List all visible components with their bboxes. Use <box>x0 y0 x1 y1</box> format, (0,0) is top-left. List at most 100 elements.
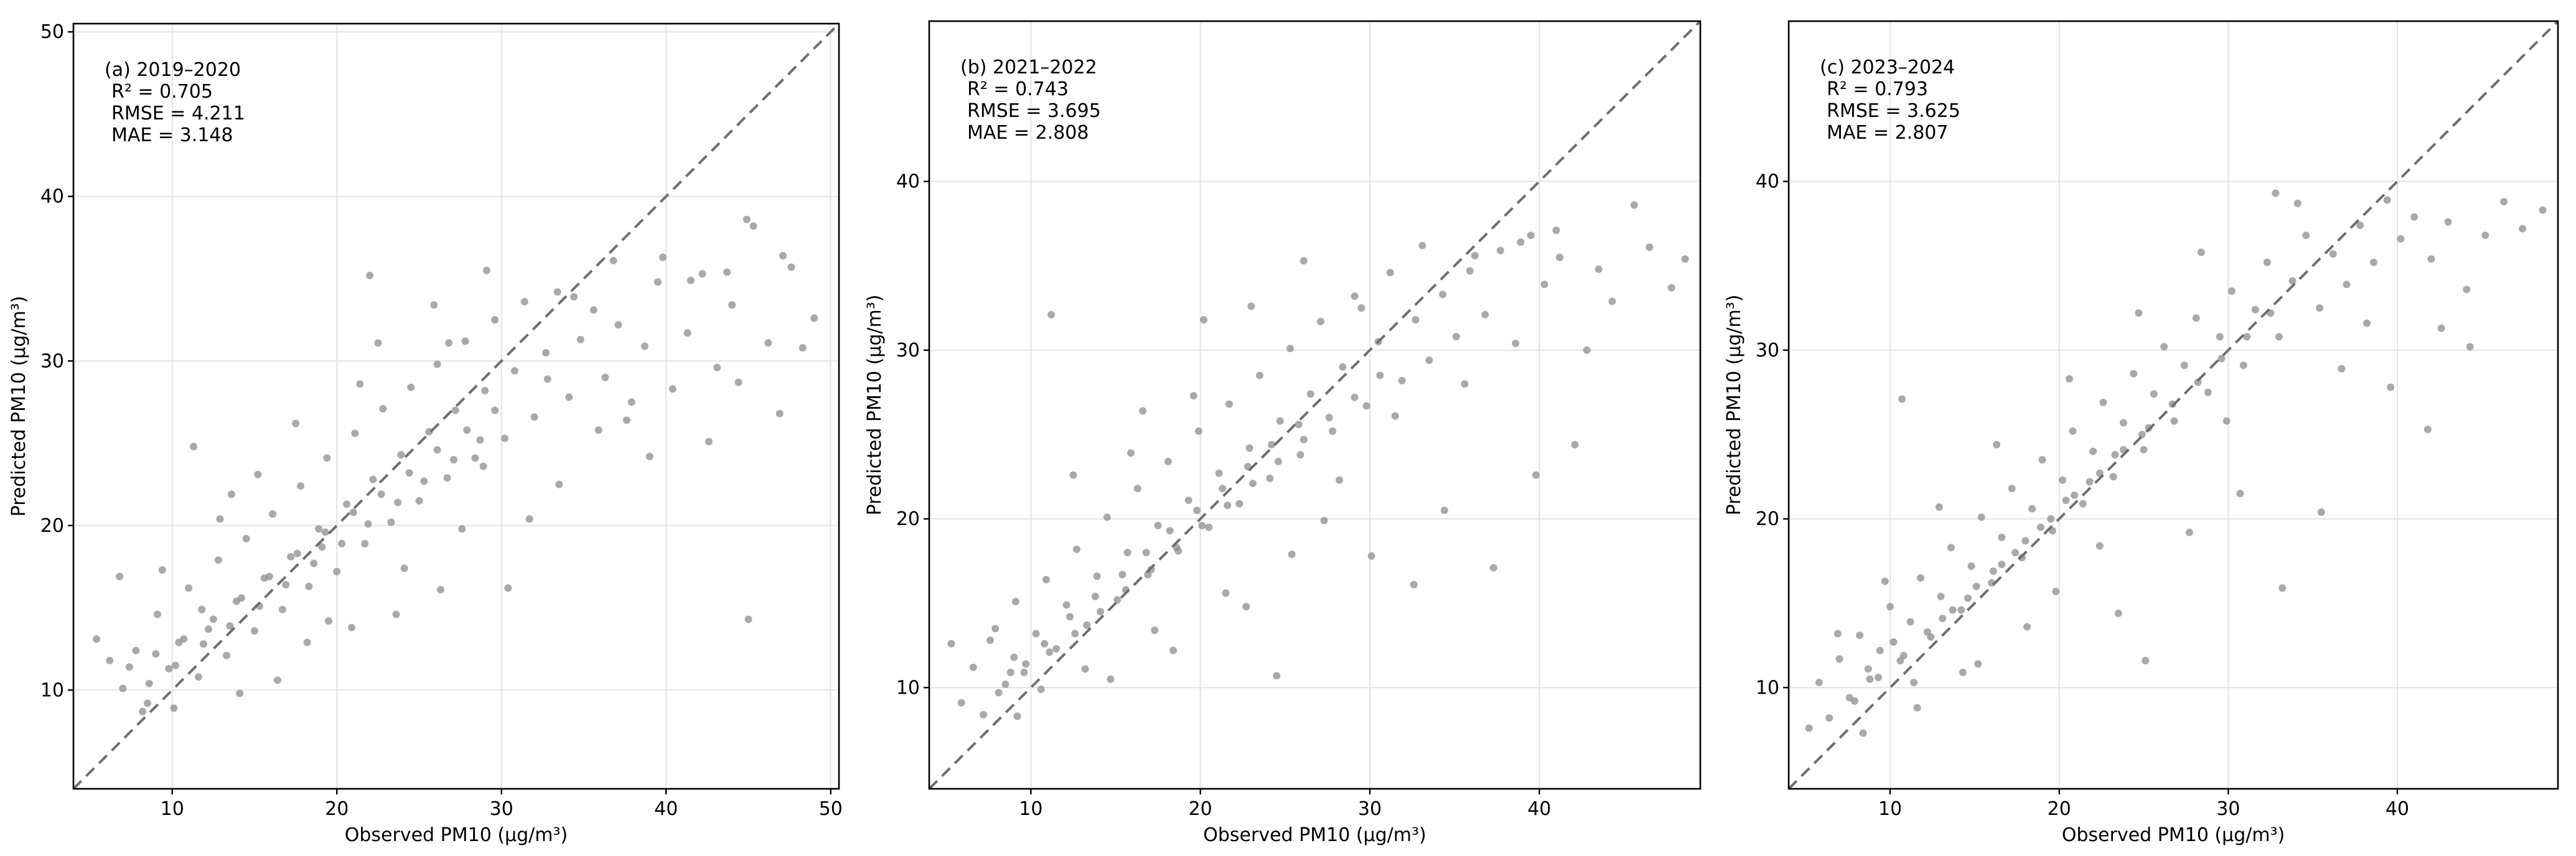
data-point <box>542 349 550 356</box>
data-point <box>237 594 245 602</box>
data-point <box>265 572 273 580</box>
data-point <box>397 451 405 458</box>
data-point <box>198 605 206 613</box>
data-point <box>2356 221 2364 230</box>
data-point <box>1339 363 1347 371</box>
y-tick-label: 10 <box>40 679 64 701</box>
data-point <box>463 426 471 434</box>
data-point <box>947 640 955 648</box>
scatter-points <box>947 201 1689 720</box>
data-point <box>723 268 731 276</box>
panel-b: 10 20 30 40 10 20 30 40 Observed PM10 (μg/m³) Pre… <box>864 20 1702 846</box>
y-tick-label: 40 <box>40 186 64 208</box>
data-point <box>2410 213 2419 221</box>
data-point <box>742 215 751 223</box>
data-point <box>1273 672 1281 680</box>
data-point <box>310 559 318 567</box>
data-point <box>1139 407 1147 415</box>
data-point <box>2086 478 2094 486</box>
data-point <box>1998 561 2006 569</box>
data-point <box>1041 640 1049 648</box>
data-point <box>2197 248 2205 256</box>
data-point <box>366 271 374 279</box>
data-point <box>2111 451 2119 458</box>
stats-annotation-line: R² = 0.705 <box>111 81 213 103</box>
data-point <box>125 663 133 671</box>
data-point <box>1398 376 1406 384</box>
data-point <box>1957 606 1965 614</box>
data-point <box>779 252 787 259</box>
y-tick-label: 10 <box>1756 677 1779 699</box>
data-point <box>195 673 202 681</box>
data-point <box>1091 592 1099 600</box>
data-point <box>1296 451 1304 458</box>
data-point <box>1376 371 1384 379</box>
x-tick-label: 10 <box>161 798 184 820</box>
x-tick-label: 40 <box>654 798 678 820</box>
data-point <box>1195 427 1202 435</box>
data-point <box>1939 615 1947 623</box>
data-point <box>1107 675 1115 683</box>
stats-annotation-line: MAE = 3.148 <box>111 124 233 146</box>
x-tick-label: 20 <box>2048 798 2071 820</box>
data-point <box>1127 449 1135 457</box>
data-point <box>2444 218 2452 226</box>
data-point <box>369 475 377 483</box>
y-tick-label: 20 <box>1756 508 1779 530</box>
stats-annotation-line: RMSE = 3.695 <box>967 100 1101 122</box>
stats-annotation-line: MAE = 2.808 <box>967 122 1089 144</box>
data-point <box>799 344 807 352</box>
data-point <box>1010 653 1018 661</box>
data-point <box>214 556 222 564</box>
data-point <box>476 436 484 444</box>
data-point <box>2251 305 2259 314</box>
data-point <box>106 656 114 664</box>
data-point <box>1937 592 1945 600</box>
data-point <box>1276 417 1284 425</box>
panel-a: 10 20 30 40 50 10 20 30 40 50 Observed PM10 (μg/m³… <box>8 21 843 846</box>
stats-annotation-line: (b) 2021–2022 <box>960 57 1097 78</box>
data-point <box>530 413 538 421</box>
data-point <box>1268 440 1276 449</box>
data-point <box>1367 552 1375 560</box>
data-point <box>2239 361 2247 370</box>
data-point <box>1876 646 1884 654</box>
data-point <box>2222 417 2231 425</box>
data-point <box>1875 674 1882 681</box>
data-point <box>1169 646 1178 654</box>
data-point <box>2109 473 2117 481</box>
data-point <box>2119 419 2127 427</box>
data-point <box>2021 537 2030 545</box>
data-point <box>2160 343 2168 351</box>
data-point <box>374 339 382 347</box>
x-tick-label: 30 <box>2216 798 2240 820</box>
data-point <box>1225 400 1233 408</box>
data-point <box>1123 549 1131 557</box>
data-point <box>601 373 609 381</box>
data-point <box>2069 427 2077 435</box>
data-point <box>1329 427 1337 435</box>
data-point <box>1910 679 1918 687</box>
data-point <box>1256 371 1263 379</box>
data-point <box>1166 527 1174 535</box>
data-point <box>318 543 326 551</box>
data-point <box>2150 390 2158 398</box>
data-point <box>1013 712 1021 720</box>
data-point <box>1496 246 1504 254</box>
data-point <box>2114 609 2122 617</box>
data-point <box>501 434 508 442</box>
data-point <box>1532 471 1540 479</box>
stats-annotation-line: R² = 0.793 <box>1827 78 1928 100</box>
data-point <box>1517 238 1525 246</box>
stats-annotation-line: (a) 2019–2020 <box>105 59 241 81</box>
data-point <box>1471 252 1479 259</box>
data-point <box>1412 316 1420 323</box>
data-point <box>1032 630 1040 638</box>
data-point <box>2317 508 2325 516</box>
data-point <box>1052 644 1061 653</box>
data-point <box>190 442 198 450</box>
data-point <box>321 528 329 536</box>
data-point <box>461 337 469 345</box>
y-tick-label: 10 <box>896 677 920 699</box>
data-point <box>185 584 193 592</box>
